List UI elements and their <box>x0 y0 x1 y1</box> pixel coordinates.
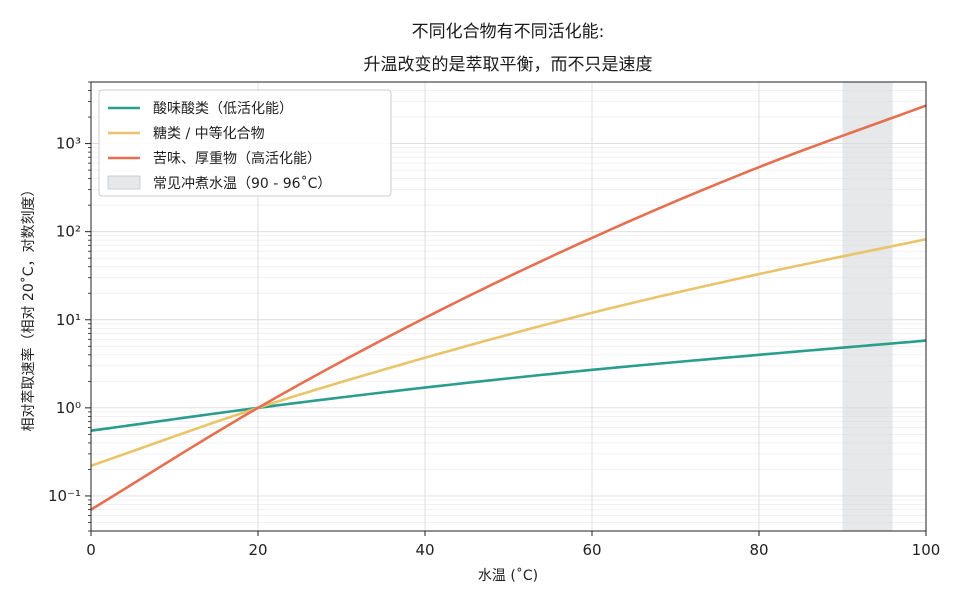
x-tick-label: 100 <box>912 541 941 559</box>
x-axis-label: 水温 (˚C) <box>478 567 538 584</box>
legend-label-1: 酸味酸类（低活化能） <box>153 101 293 117</box>
x-tick-label: 0 <box>86 541 96 559</box>
x-tick-label: 60 <box>582 541 601 559</box>
chart-title-line-1: 不同化合物有不同活化能: <box>412 22 605 42</box>
legend-label-3: 苦味、厚重物（高活化能） <box>153 150 321 167</box>
plot-frame <box>90 81 927 532</box>
y-tick-label: 10⁻¹ <box>48 487 81 505</box>
series-line-1 <box>90 339 927 433</box>
y-axis: 10⁻¹ 10⁰ 10¹ 10² 10³ <box>48 81 91 532</box>
legend-label-band: 常见冲煮水温（90 - 96˚C） <box>153 175 331 192</box>
y-tick-label: 10³ <box>56 135 81 153</box>
y-tick-label: 10¹ <box>56 311 81 329</box>
y-tick-label: 10⁰ <box>56 399 81 417</box>
x-axis: 0 20 40 60 80 100 <box>86 531 940 559</box>
axes-frame <box>90 81 927 532</box>
legend-box <box>98 89 392 197</box>
shaded-region <box>842 82 893 531</box>
x-tick-label: 40 <box>415 541 434 559</box>
x-tick-label: 20 <box>248 541 267 559</box>
chart-title-line-2: 升温改变的是萃取平衡，而不只是速度 <box>364 55 653 75</box>
series-line-2 <box>90 237 927 468</box>
y-axis-label: 相对萃取速率（相对 20˚C，对数刻度） <box>20 182 37 431</box>
y-tick-label: 10² <box>56 223 81 241</box>
x-tick-label: 80 <box>749 541 768 559</box>
series-line-3 <box>90 104 927 511</box>
legend-swatch-band <box>107 175 141 190</box>
brewing-temperature-band <box>842 82 893 531</box>
legend-label-2: 糖类 / 中等化合物 <box>153 125 265 142</box>
series-lines <box>90 104 927 511</box>
